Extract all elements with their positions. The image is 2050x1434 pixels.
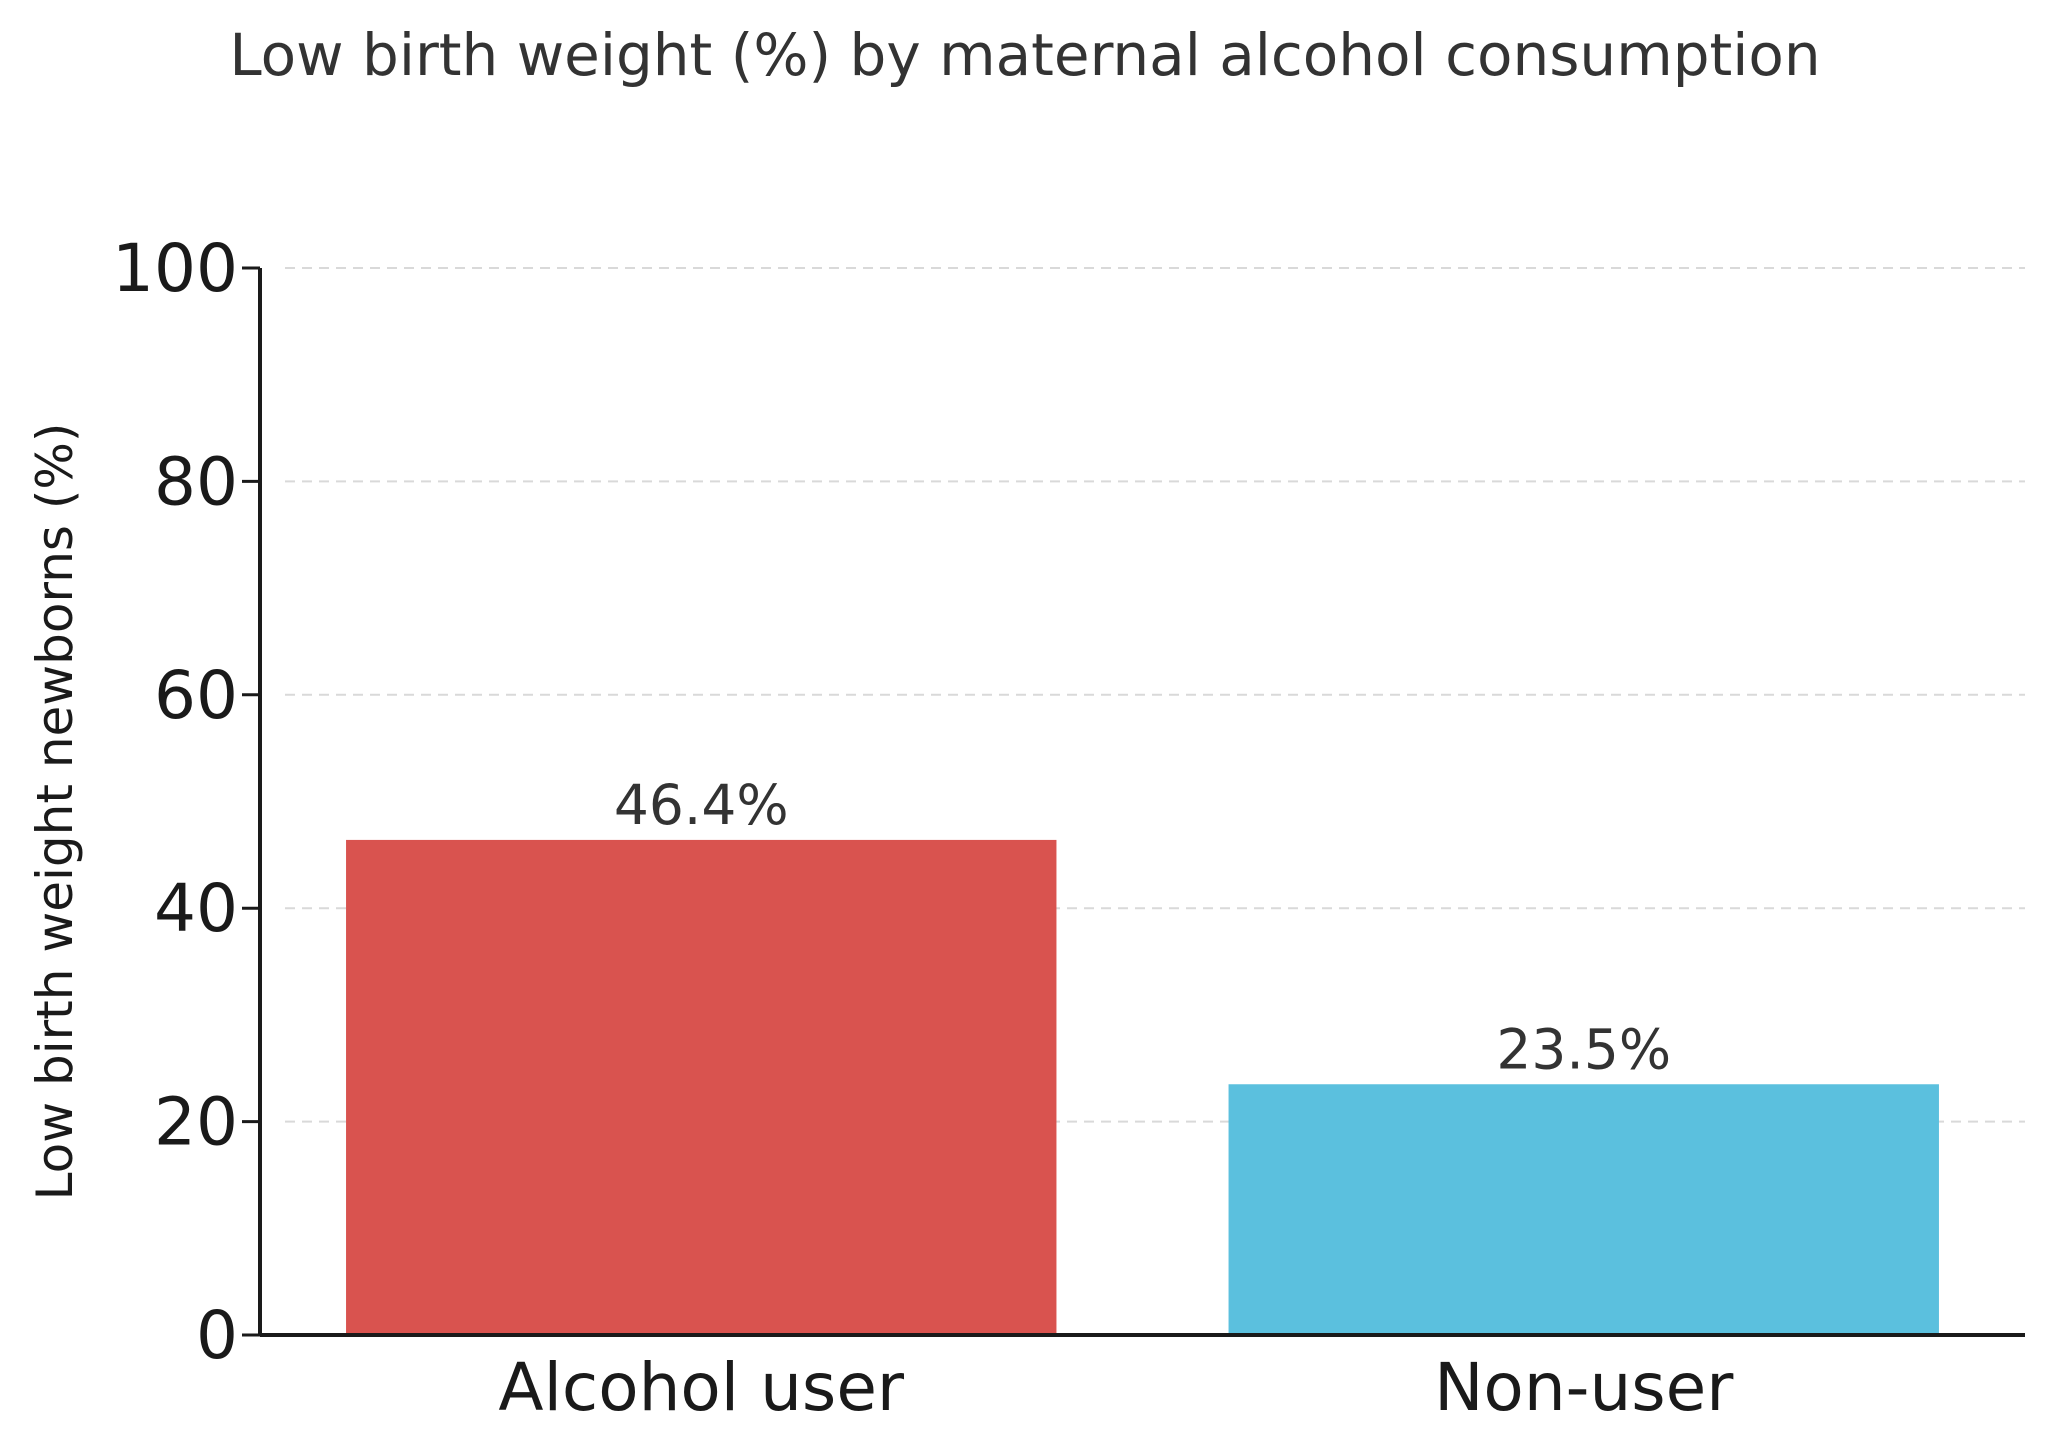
x-tick-label-non-user: Non-user	[1434, 1349, 1734, 1426]
chart-title: Low birth weight (%) by maternal alcohol…	[229, 21, 1820, 89]
data-labels: 46.4% 23.5%	[614, 773, 1671, 1081]
x-tick-label-alcohol-user: Alcohol user	[498, 1349, 905, 1426]
x-axis-categories: Alcohol user Non-user	[498, 1349, 1734, 1426]
bar-alcohol-user	[346, 839, 1057, 1335]
y-tick-label-20: 20	[154, 1084, 238, 1161]
y-tick-label-0: 0	[196, 1297, 238, 1374]
axes	[258, 268, 2025, 1337]
y-axis-label: Low birth weight newborns (%)	[26, 423, 84, 1201]
data-label-alcohol-user: 46.4%	[614, 773, 789, 837]
y-tick-label-60: 60	[154, 657, 238, 734]
y-tick-label-40: 40	[154, 870, 238, 947]
y-tick-label-80: 80	[154, 443, 238, 520]
data-label-non-user: 23.5%	[1496, 1017, 1671, 1081]
bar-non-user	[1228, 1084, 1939, 1335]
y-axis-ticks: 0 20 40 60 80 100	[112, 230, 260, 1374]
y-tick-label-100: 100	[112, 230, 238, 307]
bars	[346, 839, 1939, 1335]
